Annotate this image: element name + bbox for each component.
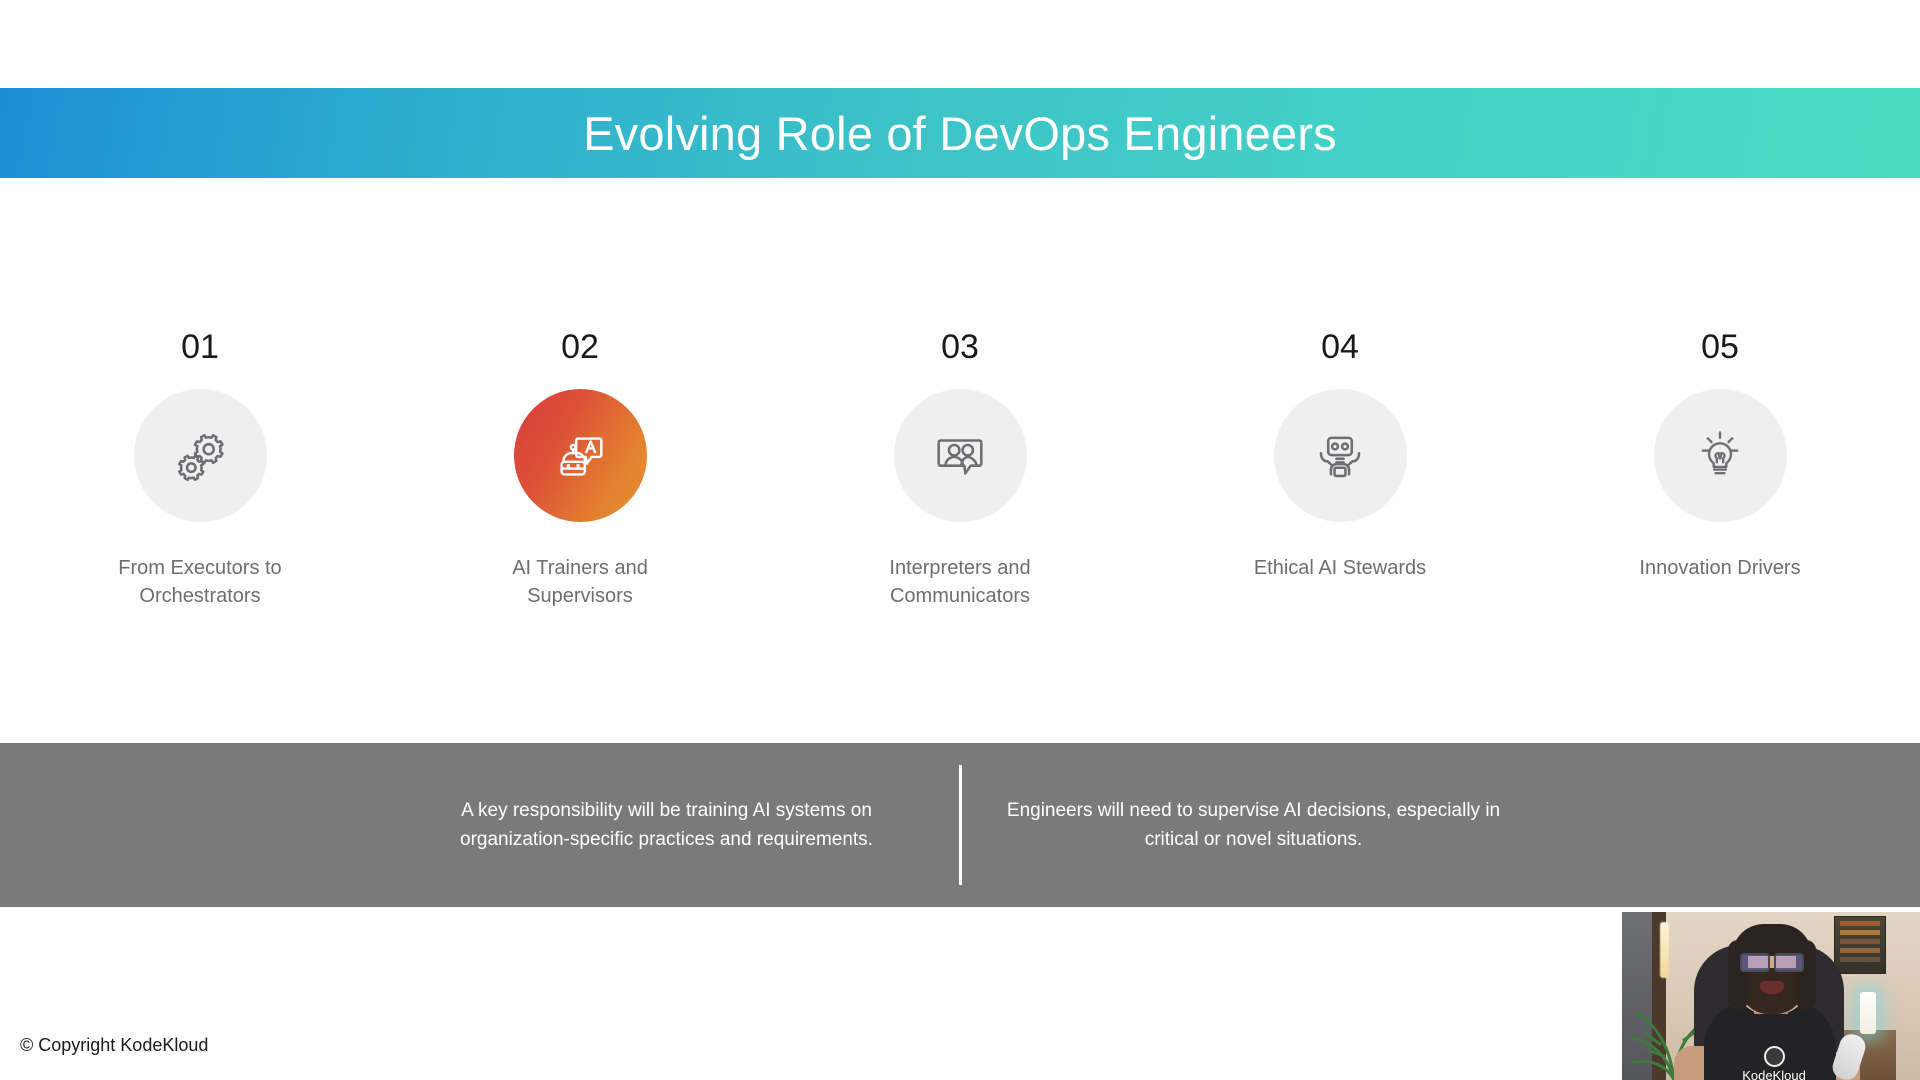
- quote-text-right: Engineers will need to supervise AI deci…: [1006, 799, 1501, 850]
- step-icon-circle: [133, 389, 267, 522]
- step-icon-circle: [1273, 389, 1407, 522]
- slide-title-banner: Evolving Role of DevOps Engineers: [0, 88, 1920, 178]
- step-icon-circle-highlighted: [513, 389, 647, 522]
- webcam-person-hair-right: [1796, 940, 1816, 1010]
- step-label: Ethical AI Stewards: [1253, 557, 1427, 579]
- step-item-04[interactable]: 04 Ethical AI Stewards: [1200, 330, 1480, 582]
- webcam-person-mouth: [1760, 981, 1784, 994]
- step-number: 02: [561, 328, 599, 366]
- step-label: From Executors to Orchestrators: [118, 557, 282, 608]
- webcam-person-hair-left: [1728, 940, 1748, 1010]
- page-title: Evolving Role of DevOps Engineers: [583, 106, 1337, 160]
- steps-row: 01 From Executors to Orchestrators 02: [60, 330, 1860, 611]
- step-number: 01: [181, 328, 219, 366]
- robot-chat-a-icon: [549, 425, 611, 487]
- shirt-logo-text: KodeKloud: [1742, 1068, 1806, 1080]
- quote-band: A key responsibility will be training AI…: [0, 743, 1920, 907]
- quote-divider: [958, 765, 962, 885]
- copyright-text: © Copyright KodeKloud: [20, 1035, 209, 1055]
- webcam-shirt-logo: KodeKloud: [1736, 1046, 1812, 1080]
- step-label: Innovation Drivers: [1639, 557, 1801, 579]
- step-item-01[interactable]: 01 From Executors to Orchestrators: [60, 330, 340, 611]
- webcam-wall-lamp: [1660, 922, 1669, 978]
- gears-icon: [169, 425, 231, 487]
- step-number: 03: [941, 328, 979, 366]
- step-label: Interpreters and Communicators: [889, 557, 1031, 608]
- step-item-03[interactable]: 03 Interpreters and Communicators: [820, 330, 1100, 611]
- step-icon-circle: [1653, 389, 1787, 522]
- webcam-candle-light: [1860, 992, 1876, 1034]
- step-icon-circle: [893, 389, 1027, 522]
- step-label: AI Trainers and Supervisors: [512, 557, 648, 608]
- step-number: 04: [1321, 328, 1359, 366]
- lightbulb-icon: [1691, 427, 1749, 485]
- step-item-02[interactable]: 02 AI Trainers and Supervisors: [440, 330, 720, 611]
- step-number: 05: [1701, 328, 1739, 366]
- kodekloud-eye-icon: [1763, 1046, 1785, 1067]
- webcam-overlay[interactable]: KodeKloud: [1622, 912, 1920, 1080]
- quote-text-left: A key responsibility will be training AI…: [460, 799, 873, 850]
- robot-icon: [1311, 427, 1369, 485]
- webcam-left-panel: [1622, 912, 1652, 1080]
- webcam-person-glasses: [1738, 953, 1806, 972]
- step-item-05[interactable]: 05 Innovation Drivers: [1580, 330, 1860, 582]
- webcam-wall-poster: [1834, 916, 1886, 974]
- webcam-person-hair-top: [1732, 924, 1812, 956]
- people-speech-bubble-icon: [929, 425, 991, 487]
